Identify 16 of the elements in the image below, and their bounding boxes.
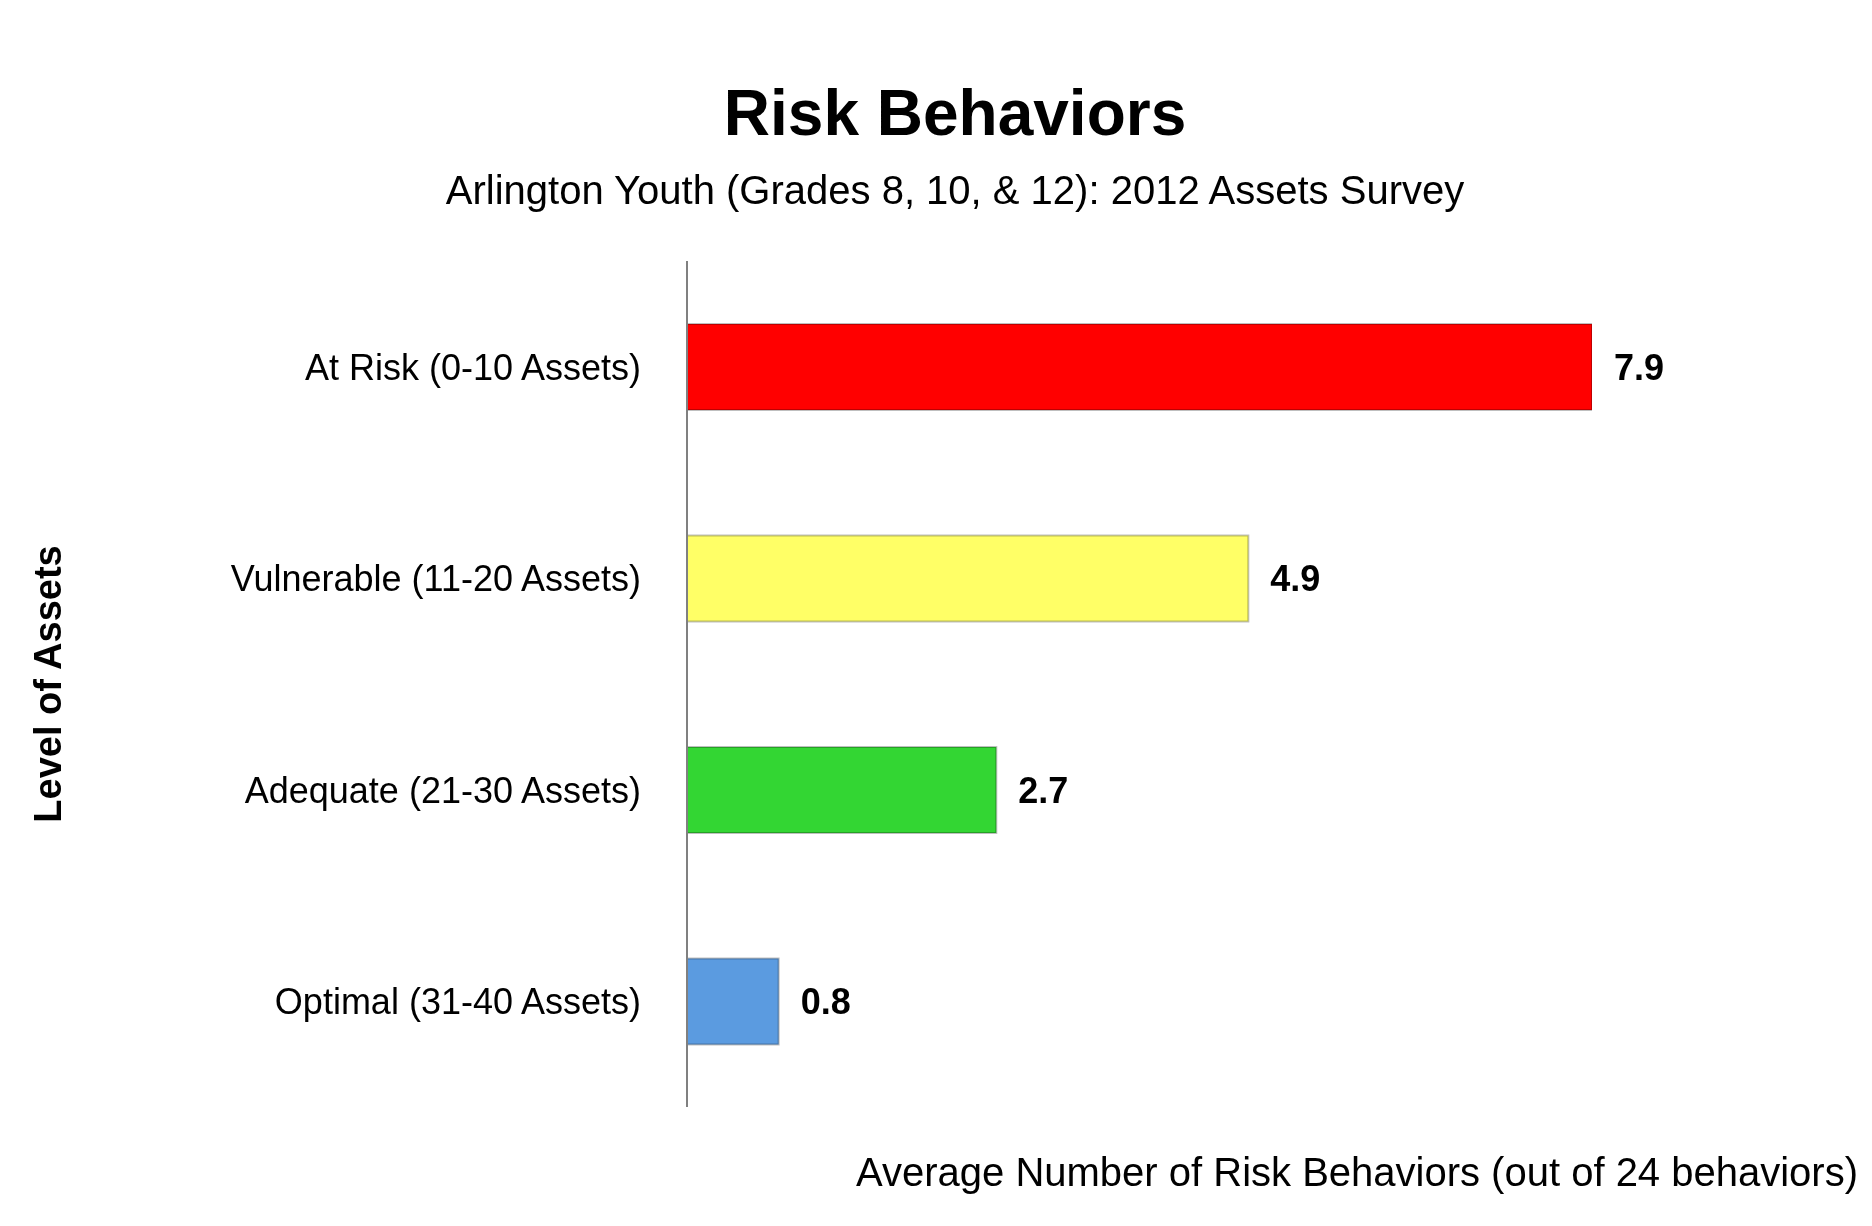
bar xyxy=(687,534,1250,623)
data-label: 7.9 xyxy=(1614,346,1665,388)
data-label: 4.9 xyxy=(1270,558,1321,600)
data-label: 2.7 xyxy=(1018,769,1069,811)
bar xyxy=(687,957,780,1046)
y-tick-label: Adequate (21-30 Assets) xyxy=(244,769,641,811)
y-axis-title: Level of Assets xyxy=(27,545,70,823)
bar xyxy=(687,323,1592,411)
y-tick-label: Vulnerable (11-20 Assets) xyxy=(230,558,641,600)
x-axis-title: Average Number of Risk Behaviors (out of 24 behaviors) xyxy=(856,1150,1858,1195)
y-tick-label: At Risk (0-10 Assets) xyxy=(304,346,641,388)
data-label: 0.8 xyxy=(800,981,851,1023)
y-tick-label: Optimal (31-40 Assets) xyxy=(274,981,641,1023)
bar xyxy=(687,746,998,834)
chart-subtitle: Arlington Youth (Grades 8, 10, & 12): 2012 Assets Survey xyxy=(444,168,1466,213)
chart-title: Risk Behaviors xyxy=(722,76,1188,150)
